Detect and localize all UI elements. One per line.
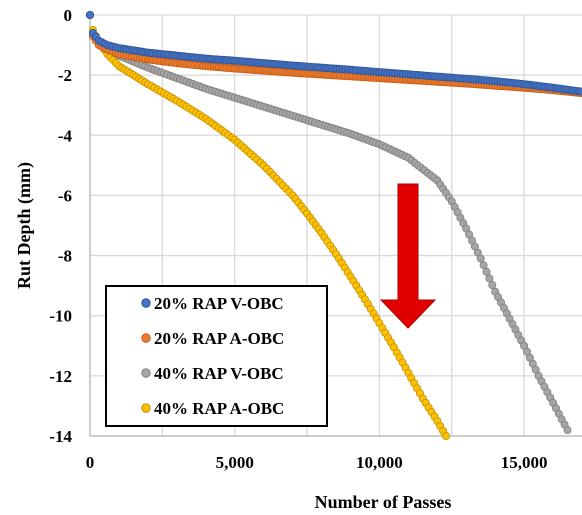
y-tick-label: -12 — [49, 367, 72, 386]
x-tick-label: 10,000 — [356, 453, 403, 472]
x-tick-label: 15,000 — [501, 453, 548, 472]
y-tick-label: -8 — [58, 247, 72, 266]
data-point — [482, 267, 491, 276]
legend-box — [105, 285, 328, 427]
legend-label: 40% RAP A-OBC — [154, 399, 284, 418]
y-tick-label: -2 — [58, 66, 72, 85]
axes: 0 -2 -4 -6 -8 -10 -12 -14 0 5,000 10,000 15,000 — [49, 6, 582, 472]
legend-label: 20% RAP A-OBC — [154, 329, 284, 348]
y-tick-label: -4 — [58, 126, 73, 145]
down-arrow-icon — [379, 183, 437, 329]
data-point — [86, 10, 95, 19]
x-tick-label: 5,000 — [216, 453, 254, 472]
data-point — [479, 261, 488, 270]
data-point — [485, 274, 494, 283]
legend-label: 20% RAP V-OBC — [154, 294, 284, 313]
x-axis-title: Number of Passes — [315, 492, 452, 512]
series-40-rap-a-obc — [86, 10, 450, 440]
data-point — [441, 431, 450, 440]
data-point — [563, 425, 572, 434]
data-point — [578, 87, 582, 96]
y-tick-label: -14 — [49, 427, 72, 446]
x-tick-label: 0 — [86, 453, 95, 472]
data-series — [86, 10, 582, 440]
legend: 20% RAP V-OBC 20% RAP A-OBC 40% RAP V-OBC 4… — [105, 285, 328, 427]
y-tick-label: -10 — [49, 307, 72, 326]
legend-marker — [141, 368, 151, 378]
legend-label: 40% RAP V-OBC — [154, 364, 284, 383]
annotations — [379, 183, 437, 329]
data-point — [476, 254, 485, 263]
legend-marker — [141, 403, 151, 413]
series-20-rap-v-obc — [86, 10, 582, 96]
y-tick-label: 0 — [64, 6, 73, 25]
axis-labels: Number of Passes Rut Depth (mm) — [14, 162, 451, 512]
y-axis-title: Rut Depth (mm) — [14, 162, 35, 289]
y-tick-label: -6 — [58, 186, 72, 205]
legend-marker — [141, 333, 151, 343]
legend-marker — [141, 298, 151, 308]
data-point — [488, 280, 497, 289]
